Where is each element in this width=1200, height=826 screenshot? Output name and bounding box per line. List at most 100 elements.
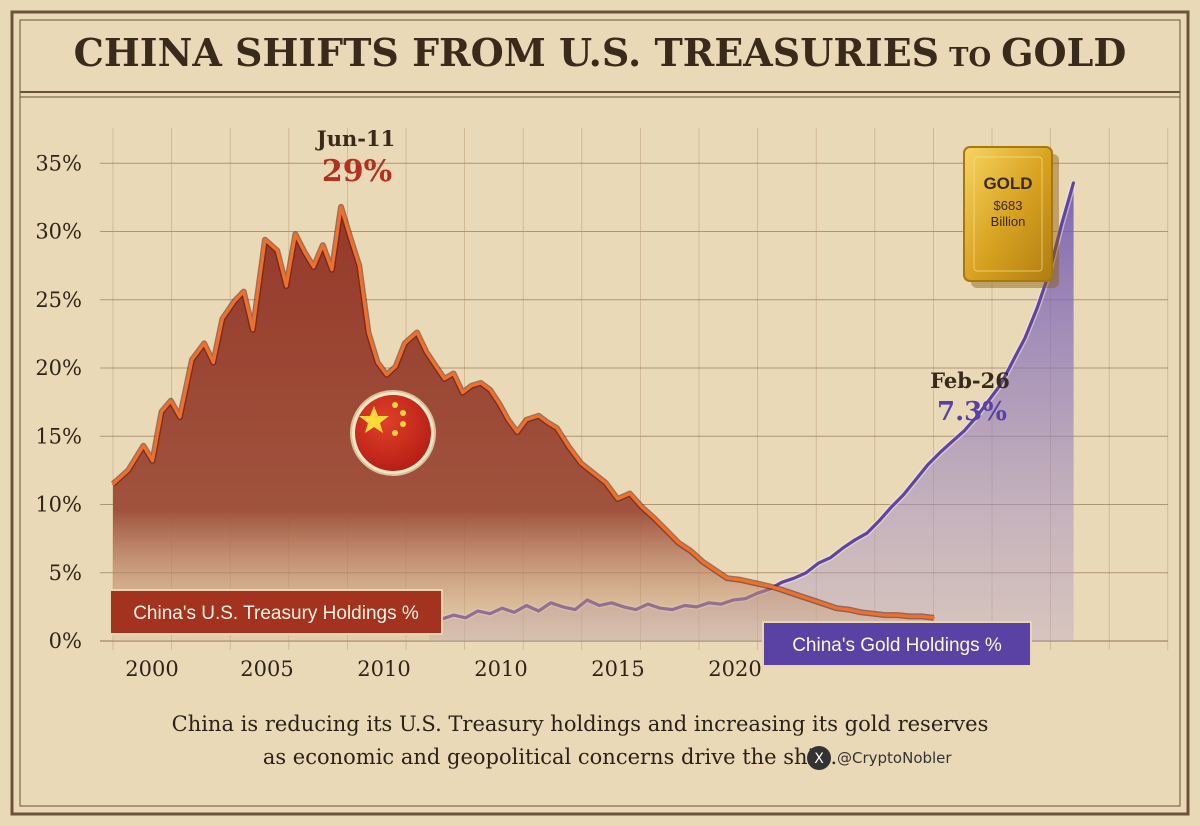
data-point [725, 577, 729, 580]
x-tick-label: 2000 [125, 657, 178, 681]
data-point [385, 373, 388, 376]
data-point [920, 615, 923, 618]
title-end: GOLD [1001, 30, 1126, 75]
data-point [394, 365, 397, 368]
data-point [804, 571, 808, 574]
data-point [294, 233, 297, 236]
data-point [859, 611, 862, 614]
data-point [780, 581, 783, 584]
x-tick-label: 2010 [474, 657, 527, 681]
legend-treasury: China's U.S. Treasury Holdings % [109, 589, 443, 635]
data-point [461, 391, 464, 394]
data-point [221, 317, 224, 321]
data-point [321, 243, 324, 247]
data-point [616, 497, 619, 501]
data-point [1072, 181, 1075, 184]
data-point [251, 328, 254, 331]
data-point [677, 541, 680, 544]
data-point [160, 410, 163, 413]
y-tick-label: 5% [49, 561, 82, 585]
data-point [853, 538, 856, 542]
data-point [640, 506, 644, 509]
annotation-treasury-peak: Jun-11 29% [315, 126, 395, 189]
x-tick-label: 2015 [591, 657, 644, 681]
data-point [525, 418, 528, 422]
data-point [497, 402, 501, 405]
data-point [738, 578, 741, 581]
data-point [592, 471, 595, 475]
x-tick-label: 2010 [357, 657, 410, 681]
y-tick-label: 15% [35, 424, 82, 448]
data-point [896, 613, 899, 617]
data-point [665, 529, 668, 532]
series-layer [110, 181, 1077, 641]
data-point [263, 238, 267, 241]
data-point [142, 444, 145, 447]
gold-bar-label: GOLD [983, 174, 1032, 193]
y-tick-label: 20% [35, 356, 82, 380]
data-point [339, 205, 343, 209]
data-point [999, 383, 1002, 386]
data-point [151, 459, 154, 462]
data-point [963, 429, 966, 432]
title-main: CHINA SHIFTS FROM U.S. TREASURIES [74, 30, 939, 75]
data-point [914, 478, 917, 482]
data-point [479, 381, 482, 385]
data-point [507, 418, 510, 422]
data-point [762, 583, 765, 587]
data-point [1036, 306, 1039, 310]
data-point [950, 440, 954, 443]
data-point [902, 493, 905, 497]
data-point [470, 384, 473, 387]
gold-bar-unit: Billion [991, 214, 1026, 229]
annotation-value: 29% [322, 154, 392, 189]
data-point [285, 284, 288, 288]
x-tick-label: 2020 [708, 657, 761, 681]
x-axis: 2000 2005 2010 2010 2015 2020 [125, 657, 761, 681]
data-point [348, 235, 352, 239]
data-point [798, 594, 802, 598]
caption-line-2: as economic and geopolitical concerns dr… [263, 745, 837, 769]
data-point [817, 562, 820, 565]
legend-gold-label: China's Gold Holdings % [792, 635, 1002, 656]
data-point [580, 462, 583, 465]
legend-treasury-label: China's U.S. Treasury Holdings % [133, 603, 419, 624]
chart-title: CHINA SHIFTS FROM U.S. TREASURIES TO GOLD [74, 30, 1127, 75]
china-flag-icon [350, 390, 436, 476]
y-tick-label: 35% [35, 151, 82, 175]
data-point [811, 598, 814, 602]
data-point [424, 350, 428, 353]
annotation-gold-latest: Feb-26 7.3% [930, 368, 1010, 427]
data-point [926, 463, 929, 467]
legend-gold: China's Gold Holdings % [762, 621, 1032, 667]
data-point [628, 492, 631, 495]
data-point [330, 268, 334, 271]
y-tick-label: 30% [35, 220, 82, 244]
data-point [713, 568, 717, 572]
data-point [169, 399, 172, 402]
annotation-date: Jun-11 [315, 126, 395, 151]
data-point [908, 615, 911, 618]
data-point [212, 361, 215, 364]
data-point [1011, 360, 1014, 363]
series-area-1 [429, 182, 1074, 641]
data-point [652, 516, 656, 520]
title-small: TO [949, 43, 991, 73]
annotation-value: 7.3% [937, 397, 1007, 427]
data-point [932, 616, 935, 619]
data-point [1060, 223, 1063, 226]
data-point [829, 556, 832, 559]
data-point [604, 481, 607, 484]
data-point [750, 581, 753, 584]
data-point [792, 577, 796, 580]
data-point [835, 607, 838, 610]
data-point [975, 415, 978, 419]
data-point [1023, 336, 1027, 340]
gold-bar-value: $683 [994, 198, 1023, 213]
data-point [434, 364, 437, 367]
series-area-0 [113, 206, 934, 641]
data-point [890, 506, 893, 509]
legend-treasury-swatch [109, 589, 443, 635]
